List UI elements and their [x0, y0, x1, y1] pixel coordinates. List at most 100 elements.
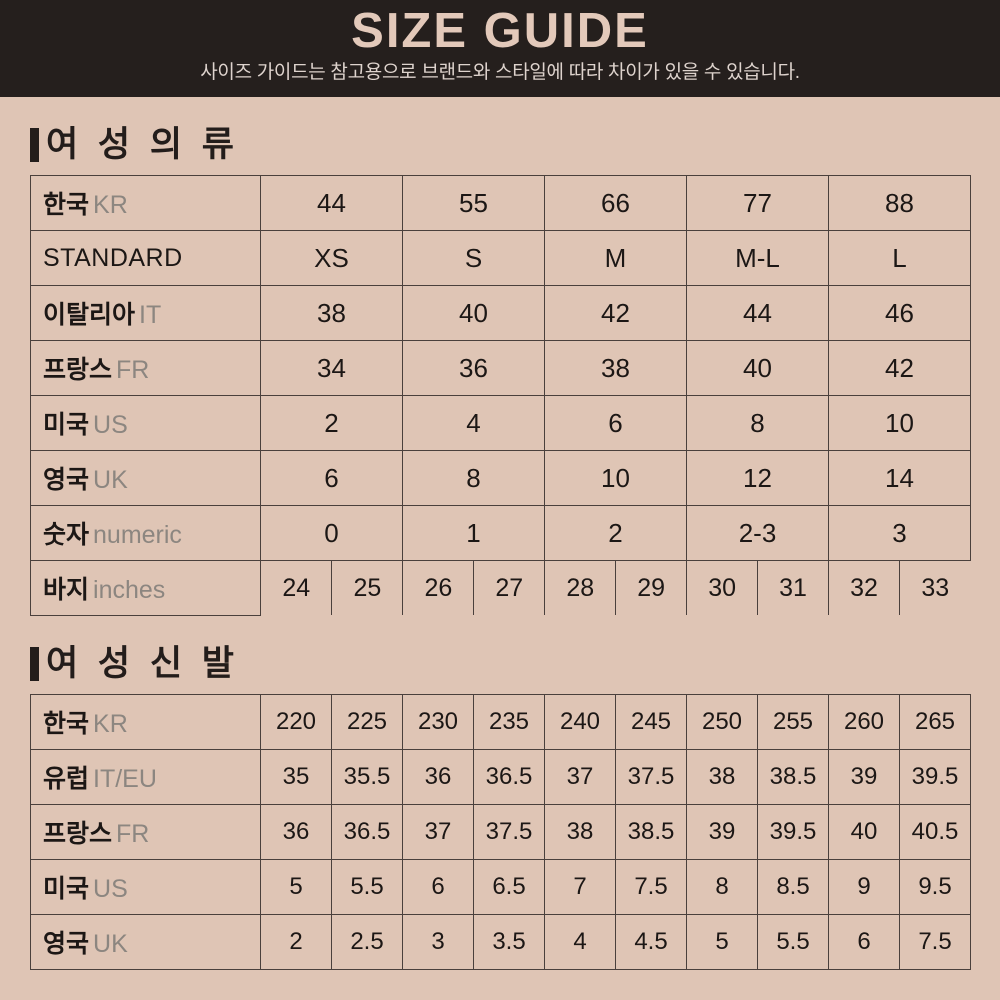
row-label-numeric: 숫자 numeric: [30, 505, 261, 561]
cell-value: 7.5: [899, 914, 971, 970]
cell-value: 40: [686, 340, 829, 396]
cell-value: 44: [260, 175, 403, 231]
cell-value: 5: [686, 914, 758, 970]
row-label-uk: 영국 UK: [30, 914, 261, 970]
cell-value: 66: [544, 175, 687, 231]
cell-value: 5.5: [757, 914, 829, 970]
table-row: 프랑스 FR 34 36 38 40 42: [30, 340, 971, 396]
section-heading-shoes: 여 성 신 발: [30, 640, 970, 688]
table-row: 한국 KR 44 55 66 77 88: [30, 175, 971, 231]
cell-value: 38: [544, 804, 616, 860]
cell-value: 6: [402, 859, 474, 915]
row-label-standard: STANDARD: [30, 230, 261, 286]
cell-value: 8: [402, 450, 545, 506]
cell-value: 40: [402, 285, 545, 341]
cell-value: 4.5: [615, 914, 687, 970]
cell-value: 77: [686, 175, 829, 231]
table-row: 영국 UK 2 2.5 3 3.5 4 4.5 5 5.5 6 7.5: [30, 914, 971, 970]
cell-value: 37.5: [473, 804, 545, 860]
cell-value: 42: [544, 285, 687, 341]
cell-value: 27: [473, 561, 546, 616]
row-label-eu: 유럽 IT/EU: [30, 749, 261, 805]
cell-value: 2: [544, 505, 687, 561]
cell-value: 0: [260, 505, 403, 561]
cell-value: 39: [686, 804, 758, 860]
table-row: 유럽 IT/EU 35 35.5 36 36.5 37 37.5 38 38.5 …: [30, 749, 971, 805]
apparel-size-table: 한국 KR 44 55 66 77 88 STANDARD XS S M M-L …: [30, 175, 971, 616]
table-row: 미국 US 5 5.5 6 6.5 7 7.5 8 8.5 9 9.5: [30, 859, 971, 915]
row-label-inches: 바지 inches: [30, 560, 261, 616]
cell-value: 10: [544, 450, 687, 506]
cell-value: M: [544, 230, 687, 286]
cell-value: 33: [921, 573, 950, 602]
row-label-us: 미국 US: [30, 859, 261, 915]
cell-value: 6: [544, 395, 687, 451]
cell-value: 38: [544, 340, 687, 396]
cell-value: 8: [686, 859, 758, 915]
table-row: 프랑스 FR 36 36.5 37 37.5 38 38.5 39 39.5 40…: [30, 804, 971, 860]
cell-value: 225: [331, 694, 403, 750]
section-accent-bar-icon: [30, 128, 39, 162]
row-label-kr: 한국 KR: [30, 694, 261, 750]
cell-value: 3: [828, 505, 971, 561]
cell-value: 3.5: [473, 914, 545, 970]
table-row: 영국 UK 6 8 10 12 14: [30, 450, 971, 506]
cell-value: 4: [402, 395, 545, 451]
cell-value: 7: [544, 859, 616, 915]
cell-value: 37.5: [615, 749, 687, 805]
cell-value: 39.5: [899, 749, 971, 805]
table-row: 숫자 numeric 0 1 2 2-3 3: [30, 505, 971, 561]
cell-value: 26: [402, 561, 475, 616]
cell-value: 2.5: [331, 914, 403, 970]
page-title: SIZE GUIDE: [351, 4, 649, 58]
cell-value: 240: [544, 694, 616, 750]
cell-value: M-L: [686, 230, 829, 286]
cell-value: 220: [260, 694, 332, 750]
shoe-size-table: 한국 KR 220 225 230 235 240 245 250 255 260…: [30, 694, 971, 970]
row-label-it: 이탈리아 IT: [30, 285, 261, 341]
cell-value: 2: [260, 395, 403, 451]
section-accent-bar-icon: [30, 647, 39, 681]
cell-value: 36: [402, 749, 474, 805]
table-row: STANDARD XS S M M-L L: [30, 230, 971, 286]
row-label-uk: 영국 UK: [30, 450, 261, 506]
cell-value: 28: [544, 561, 617, 616]
cell-value: 38.5: [615, 804, 687, 860]
cell-value: 2: [260, 914, 332, 970]
cell-value: 38: [686, 749, 758, 805]
table-row: 미국 US 2 4 6 8 10: [30, 395, 971, 451]
section-heading-apparel: 여 성 의 류: [30, 121, 970, 169]
cell-value: S: [402, 230, 545, 286]
section-title-apparel: 여 성 의 류: [46, 125, 239, 164]
cell-value: XS: [260, 230, 403, 286]
cell-value: 35.5: [331, 749, 403, 805]
cell-value: 39: [828, 749, 900, 805]
cell-value: 1: [402, 505, 545, 561]
cell-value: 9: [828, 859, 900, 915]
cell-value: 9.5: [899, 859, 971, 915]
cell-value: 36.5: [331, 804, 403, 860]
cell-value: 245: [615, 694, 687, 750]
cell-value: 35: [260, 749, 332, 805]
cell-value: 5.5: [331, 859, 403, 915]
cell-value: 8: [686, 395, 829, 451]
cell-value: 55: [402, 175, 545, 231]
cell-value: 8.5: [757, 859, 829, 915]
cell-value: 6: [260, 450, 403, 506]
cell-value: 36: [260, 804, 332, 860]
cell-value: 5: [260, 859, 332, 915]
cell-value: 38.5: [757, 749, 829, 805]
row-label-kr: 한국 KR: [30, 175, 261, 231]
cell-value: 36: [402, 340, 545, 396]
section-title-shoes: 여 성 신 발: [46, 644, 239, 683]
cell-value: 6: [828, 914, 900, 970]
cell-value: 42: [828, 340, 971, 396]
cell-value: 265: [899, 694, 971, 750]
row-label-fr: 프랑스 FR: [30, 340, 261, 396]
cell-value: 40.5: [899, 804, 971, 860]
cell-value: 25: [331, 561, 404, 616]
cell-value: 255: [757, 694, 829, 750]
cell-value: 88: [828, 175, 971, 231]
cell-value: 3: [402, 914, 474, 970]
cell-value: 235: [473, 694, 545, 750]
